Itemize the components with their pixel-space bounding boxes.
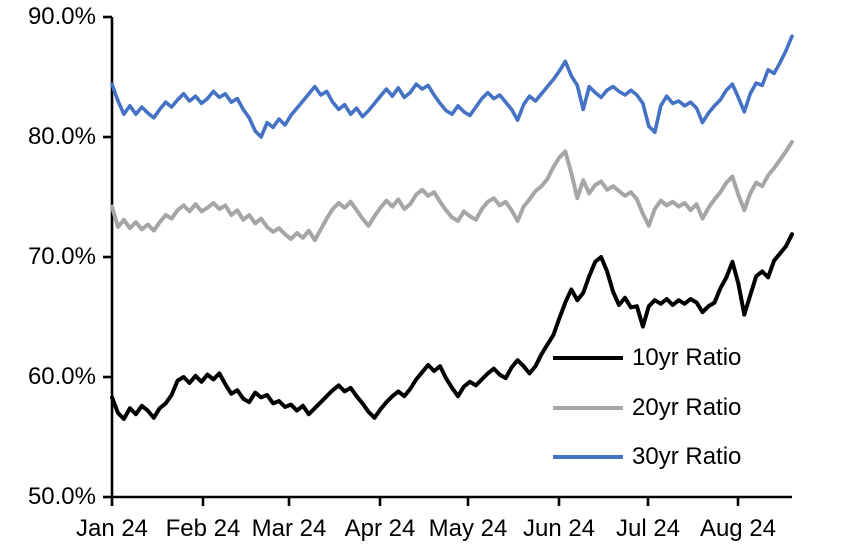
legend-swatch-20yr-line: [553, 406, 623, 410]
y-axis-label-70: 70.0%: [27, 243, 96, 270]
legend-label-20yr: 20yr Ratio: [632, 394, 742, 421]
line-30yr-ratio: [110, 34, 794, 139]
y-axis-label-50: 50.0%: [27, 483, 96, 510]
x-axis-label-may: May 24: [428, 515, 508, 542]
legend-item-10yr: 10yr Ratio: [553, 344, 741, 372]
legend-swatch-30yr-line: [553, 455, 623, 459]
legend-swatch-10yr-line: [553, 356, 623, 360]
y-axis-label-80: 80.0%: [27, 123, 96, 150]
x-axis-label-feb: Feb 24: [165, 515, 241, 542]
x-axis-label-jun: Jun 24: [522, 515, 596, 542]
y-axis-label-60: 60.0%: [27, 363, 96, 390]
legend-item-30yr: 30yr Ratio: [553, 443, 741, 471]
x-axis-label-aug: Aug 24: [699, 515, 777, 542]
axes: [103, 15, 792, 506]
line-10yr-ratio: [110, 232, 794, 421]
x-axis-label-jan: Jan 24: [75, 515, 149, 542]
legend-label-10yr: 10yr Ratio: [632, 344, 742, 371]
line-20yr-ratio: [110, 139, 794, 243]
legend-label-30yr: 30yr Ratio: [632, 443, 742, 470]
x-axis-label-mar: Mar 24: [251, 515, 327, 542]
x-axis-label-apr: Apr 24: [344, 515, 416, 542]
y-axis-label-90: 90.0%: [27, 3, 96, 30]
x-axis-label-jul: Jul 24: [615, 515, 681, 542]
legend-item-20yr: 20yr Ratio: [553, 394, 741, 422]
